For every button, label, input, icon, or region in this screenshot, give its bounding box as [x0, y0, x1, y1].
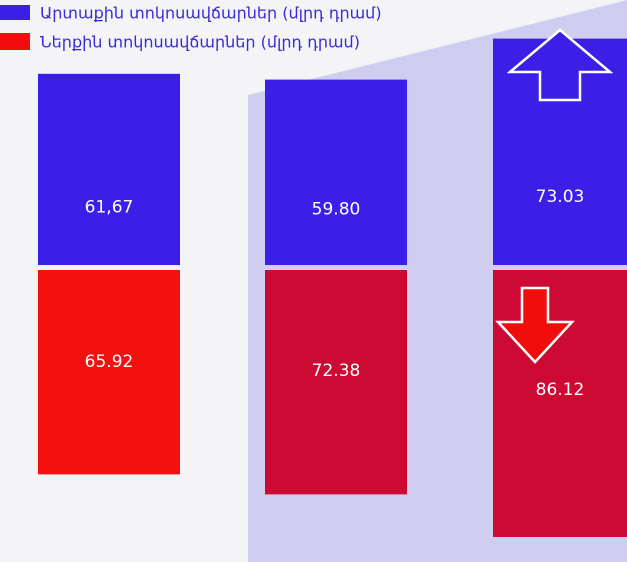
data-label: 59.80: [312, 199, 361, 219]
bar: [38, 73, 180, 265]
data-label: 72.38: [312, 361, 361, 381]
data-label: 61,67: [85, 198, 134, 218]
data-label: 86.12: [536, 380, 585, 400]
legend-swatch: [0, 5, 30, 20]
bar: [38, 270, 180, 475]
data-label: 73.03: [536, 187, 585, 207]
up-arrow: [506, 28, 614, 102]
data-label: 65.92: [85, 352, 134, 372]
bar: [265, 270, 407, 495]
legend-swatch: [0, 33, 30, 50]
legend-label: Արտաքին տոկոսավճարներ (մլրդ դրամ): [40, 4, 382, 23]
legend-label: Ներքին տոկոսավճարներ (մլրդ դրամ): [40, 33, 360, 52]
bar: [265, 79, 407, 266]
bar: [493, 270, 627, 537]
down-arrow: [495, 286, 575, 364]
